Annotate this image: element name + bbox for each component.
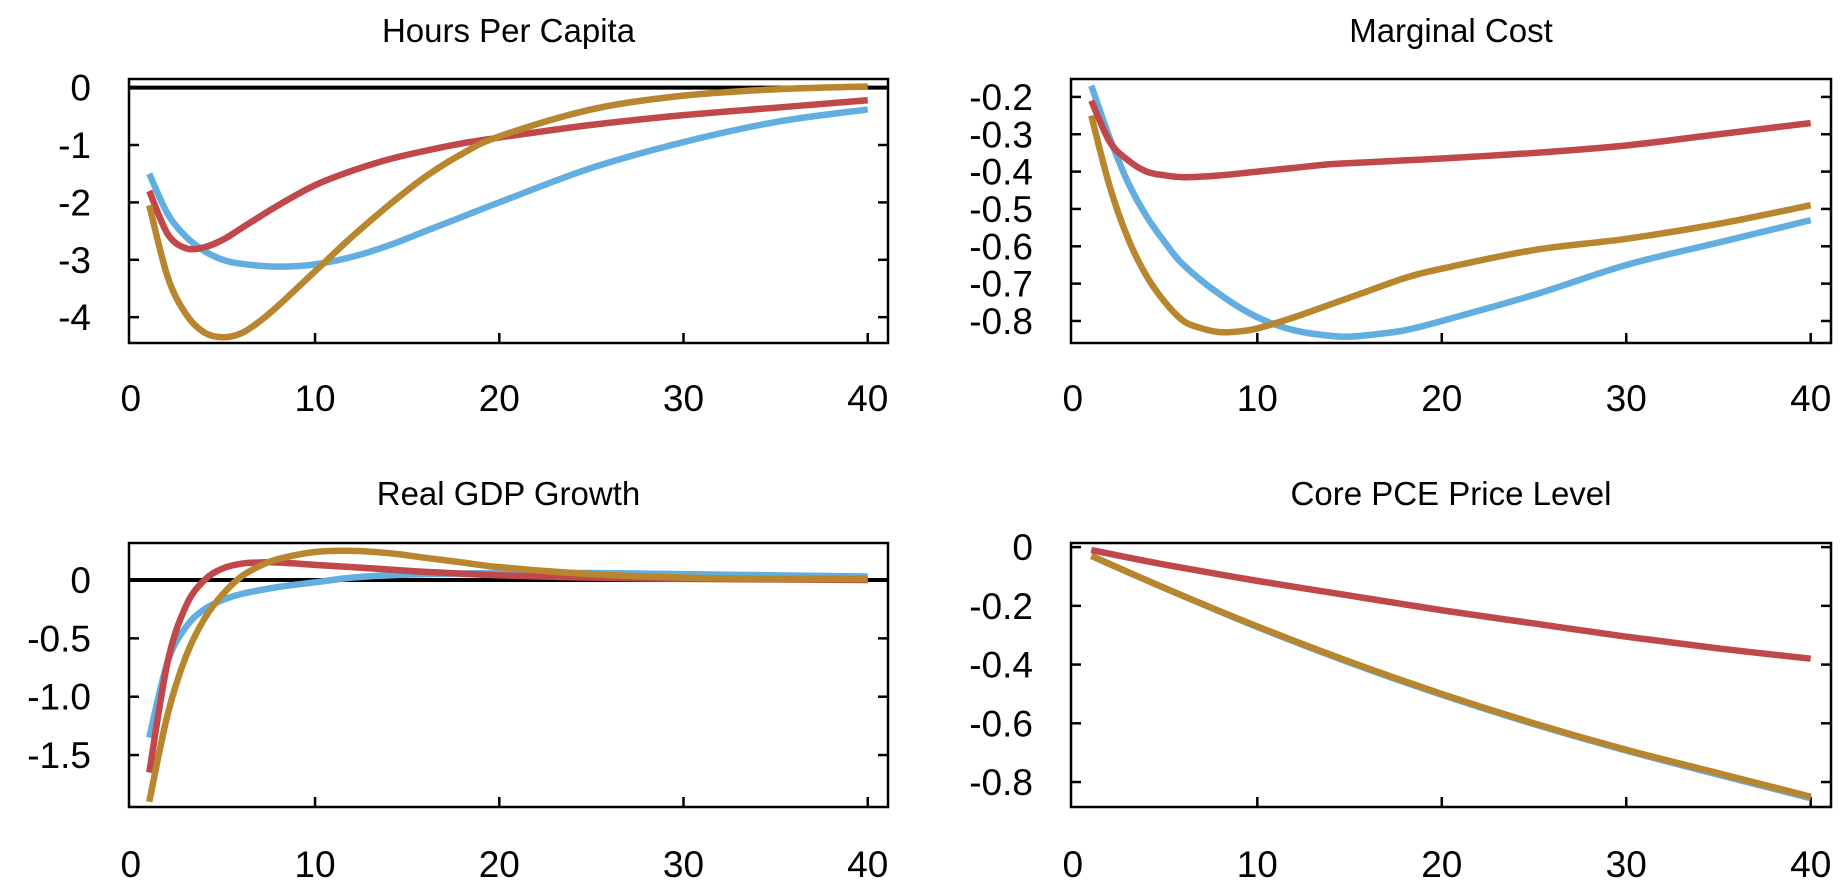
y-tick-label: -0.5 — [27, 618, 91, 659]
y-tick-label: 0 — [70, 68, 91, 109]
x-tick-label: 30 — [663, 844, 704, 885]
series-line-gold — [1089, 552, 1812, 800]
y-tick-label: -4 — [58, 297, 91, 338]
x-tick-label: 40 — [1790, 378, 1831, 419]
plot-frame — [1069, 77, 1833, 345]
chart-panel: Marginal Cost -0.2-0.3-0.4-0.5-0.6-0.7-0.… — [969, 12, 1833, 419]
x-tick-label: 20 — [1421, 378, 1462, 419]
series-line-red — [146, 96, 868, 253]
x-tick-label: 40 — [1790, 844, 1831, 885]
y-tick-label: -0.5 — [969, 189, 1033, 230]
x-tick-label: 30 — [1606, 844, 1647, 885]
x-tick-label: 0 — [1063, 378, 1084, 419]
series-line-blue — [1088, 84, 1812, 340]
x-tick-label: 20 — [479, 378, 520, 419]
x-tick-label: 10 — [294, 378, 335, 419]
plot-frame — [1069, 541, 1833, 809]
x-tick-label: 20 — [1421, 844, 1462, 885]
chart-panel: Real GDP Growth 0 -0.5 -1.0 -1.5 0 10 20 30 40 — [27, 475, 890, 885]
plot-frame — [127, 77, 890, 345]
series-line-gold — [1088, 114, 1812, 336]
chart-title: Core PCE Price Level — [1291, 475, 1612, 512]
y-tick-label: -0.4 — [969, 152, 1033, 193]
y-tick-label: -0.6 — [969, 703, 1033, 744]
series-line-red — [1090, 546, 1812, 662]
y-tick-label: -0.2 — [969, 77, 1033, 118]
y-tick-label: -1 — [58, 125, 91, 166]
x-tick-label: 20 — [479, 844, 520, 885]
y-tick-label: -0.6 — [969, 226, 1033, 267]
series-line-blue — [1089, 552, 1812, 802]
chart-title: Marginal Cost — [1349, 12, 1553, 49]
y-tick-label: -1.5 — [27, 735, 91, 776]
x-tick-label: 10 — [1237, 844, 1278, 885]
x-tick-label: 40 — [847, 378, 888, 419]
y-tick-label: -0.7 — [969, 264, 1033, 305]
plot-frame — [127, 541, 890, 809]
y-tick-label: -0.8 — [969, 301, 1033, 342]
x-tick-label: 10 — [294, 844, 335, 885]
chart-panel: Core PCE Price Level 0 -0.2 -0.4 -0.6 -0.8 0 10… — [969, 475, 1833, 885]
x-tick-label: 0 — [121, 844, 142, 885]
chart-panel: Hours Per Capita 0 -1 -2 -3 -4 0 10 20 30 40 — [58, 12, 890, 419]
y-tick-label: -2 — [58, 182, 91, 223]
y-tick-label: -3 — [58, 240, 91, 281]
series-line-gold — [146, 83, 868, 341]
y-tick-label: 0 — [70, 560, 91, 601]
x-tick-label: 0 — [121, 378, 142, 419]
chart-title: Real GDP Growth — [377, 475, 640, 512]
x-tick-label: 30 — [663, 378, 704, 419]
y-tick-label: -0.4 — [969, 645, 1033, 686]
series-line-red — [146, 559, 868, 774]
series-line-red — [1088, 99, 1812, 181]
y-tick-label: -0.3 — [969, 114, 1033, 155]
series-line-gold — [146, 547, 868, 803]
chart-title: Hours Per Capita — [382, 12, 636, 49]
series-line-blue — [146, 569, 868, 739]
x-tick-label: 30 — [1606, 378, 1647, 419]
x-tick-label: 0 — [1063, 844, 1084, 885]
x-tick-label: 10 — [1237, 378, 1278, 419]
y-tick-label: 0 — [1012, 527, 1033, 568]
y-tick-label: -0.2 — [969, 586, 1033, 627]
y-tick-label: -0.8 — [969, 762, 1033, 803]
x-tick-label: 40 — [847, 844, 888, 885]
y-tick-label: -1.0 — [27, 677, 91, 718]
